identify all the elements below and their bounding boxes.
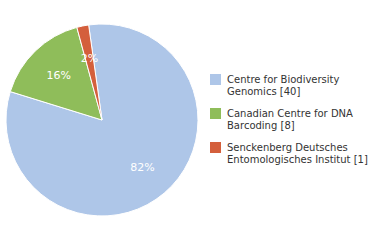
data-label: 16%: [46, 69, 70, 82]
legend: Centre for BiodiversityGenomics [40] Cana…: [210, 74, 368, 165]
legend-label-line: Canadian Centre for DNA: [227, 108, 353, 119]
legend-label: Senckenberg DeutschesEntomologisches Ins…: [227, 142, 368, 165]
legend-swatch: [210, 74, 221, 85]
legend-item: Centre for BiodiversityGenomics [40]: [210, 74, 340, 97]
legend-item: Canadian Centre for DNABarcoding [8]: [210, 108, 353, 131]
legend-label-line: Entomologisches Institut [1]: [227, 154, 368, 165]
legend-label: Canadian Centre for DNABarcoding [8]: [227, 108, 353, 131]
pie-slice: [6, 24, 198, 216]
legend-item: Senckenberg DeutschesEntomologisches Ins…: [210, 142, 368, 165]
legend-label-line: Genomics [40]: [227, 86, 300, 97]
legend-label-line: Centre for Biodiversity: [227, 74, 340, 85]
data-label: 2%: [81, 52, 98, 65]
data-labels: 82% 16% 2%: [46, 52, 154, 174]
legend-label-line: Senckenberg Deutsches: [227, 142, 348, 153]
legend-label-line: Barcoding [8]: [227, 120, 295, 131]
data-label: 82%: [130, 161, 154, 174]
pie-slice: [77, 25, 102, 120]
pie: [6, 24, 198, 216]
legend-label: Centre for BiodiversityGenomics [40]: [227, 74, 340, 97]
chart: 82% 16% 2% Centre for BiodiversityGenomics …: [0, 0, 380, 240]
legend-swatch: [210, 142, 221, 153]
legend-swatch: [210, 108, 221, 119]
